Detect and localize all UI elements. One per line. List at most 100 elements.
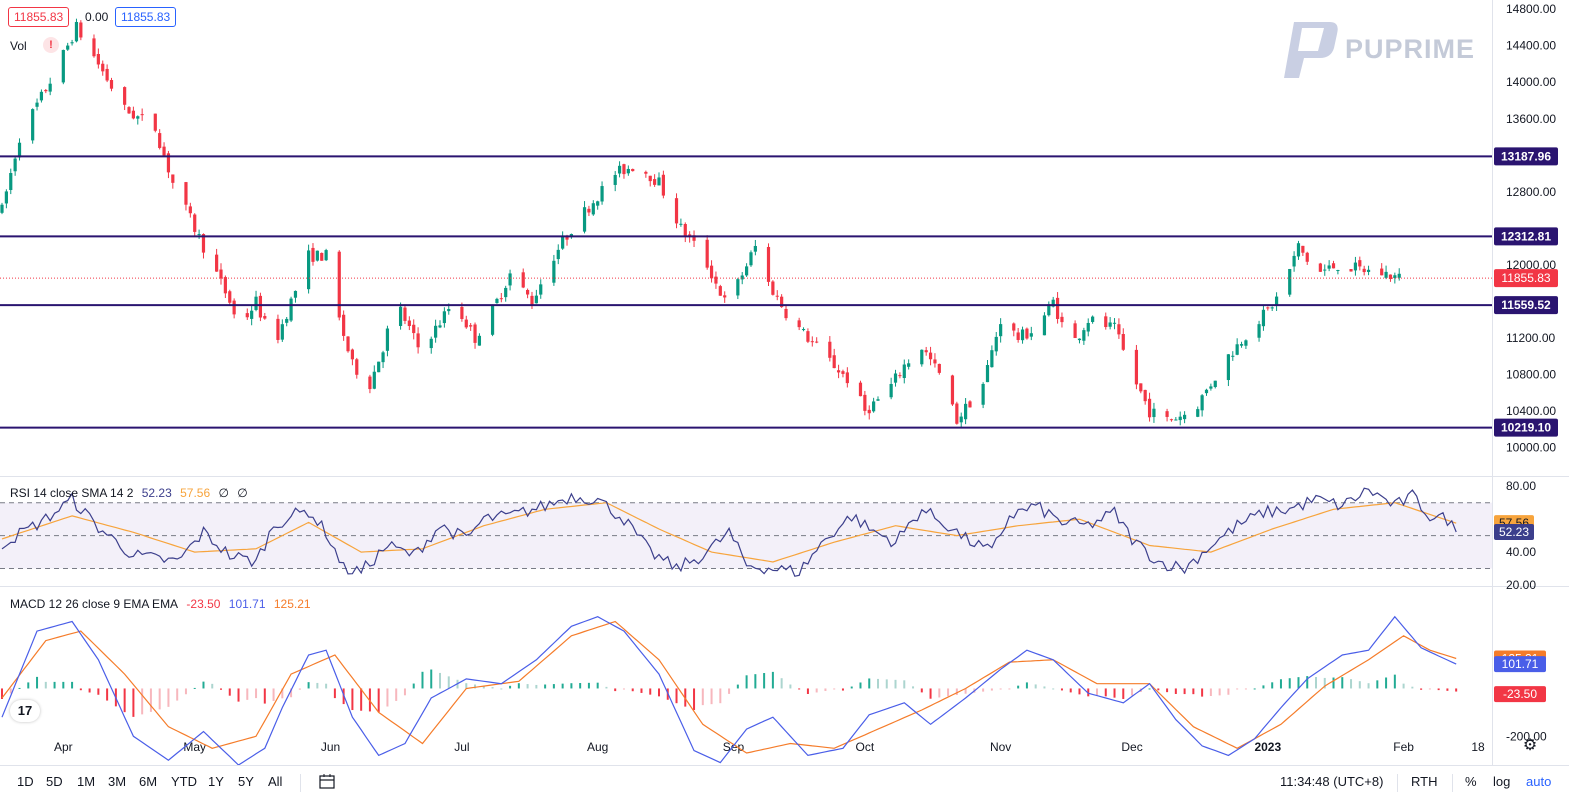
candle-body [683, 224, 687, 237]
candle-body [61, 49, 65, 83]
candle-body [1165, 411, 1169, 417]
candle-body [902, 364, 906, 379]
chart-canvas[interactable]: 14800.00 14400.00 14000.00 13600.00 12800.00… [0, 0, 1569, 765]
macd-histogram-bar [1096, 688, 1098, 696]
candle-body [372, 371, 376, 389]
price-axis-tick-label: 11200.00 [1506, 331, 1555, 345]
horizontal-level-tag [1494, 418, 1558, 437]
candle-body [1323, 269, 1327, 271]
candle-body [893, 373, 898, 383]
auto-scale-toggle[interactable]: auto [1526, 774, 1552, 789]
macd-histogram-bar [526, 684, 529, 689]
macd-histogram-bar [1069, 688, 1072, 693]
rth-toggle[interactable]: RTH [1411, 774, 1438, 789]
price-axis-tick-label: 12000.00 [1506, 258, 1556, 272]
macd-histogram-bar [1, 688, 3, 699]
timeframe-ytd[interactable]: YTD [171, 774, 197, 789]
percent-scale-toggle[interactable]: % [1465, 774, 1477, 789]
warning-icon[interactable]: ! [43, 37, 59, 53]
clock-display[interactable]: 11:34:48 (UTC+8) [1280, 774, 1384, 789]
candle-body [766, 246, 771, 282]
candle-body [968, 401, 972, 408]
macd-histogram-bar [710, 688, 713, 705]
candle-body [1091, 316, 1095, 322]
time-axis-label: Apr [54, 740, 73, 754]
candle-body [188, 206, 192, 214]
macd-histogram-bar [736, 684, 739, 689]
candle-body [1051, 299, 1055, 307]
candle-body [889, 383, 893, 398]
candle-body [35, 102, 39, 107]
macd-histogram-bar [833, 688, 836, 690]
macd-histogram-bar [1025, 682, 1028, 689]
macd-histogram-bar [999, 688, 1002, 690]
timeframe-all[interactable]: All [268, 774, 283, 789]
macd-histogram-bar [1201, 688, 1204, 697]
candle-body [320, 252, 324, 261]
candle-body [631, 168, 635, 172]
candle-body [1362, 268, 1366, 273]
candle-body [447, 309, 451, 312]
candle-body [416, 333, 420, 348]
candle-body [1134, 349, 1139, 385]
candle-body [438, 325, 442, 328]
timeframe-6m[interactable]: 6M [139, 774, 158, 789]
macd-histogram-bar [412, 683, 415, 689]
log-scale-toggle[interactable]: log [1493, 774, 1511, 789]
rsi-line [1, 487, 1457, 577]
macd-histogram-bar [290, 688, 293, 698]
candle-body [1029, 333, 1033, 337]
macd-histogram-bar [859, 682, 862, 689]
candle-body [674, 198, 679, 224]
macd-histogram-bar [1183, 688, 1186, 695]
macd-histogram-bar [745, 675, 748, 689]
candle-body [709, 265, 714, 279]
candle-body [836, 370, 841, 373]
macd-histogram-bar [62, 681, 65, 689]
timeframe-1m[interactable]: 1M [77, 774, 96, 789]
calendar-range-icon[interactable] [318, 773, 336, 794]
macd-histogram-bar [929, 688, 932, 699]
time-axis-label: Sep [723, 740, 745, 754]
rsi-legend-extra2: ∅ [237, 486, 248, 500]
candle-body [1117, 324, 1121, 335]
macd-histogram-bar [255, 688, 258, 699]
timeframe-1y[interactable]: 1Y [208, 774, 224, 789]
candle-body [1077, 338, 1082, 341]
macd-histogram-bar [771, 671, 774, 689]
macd-histogram-bar [1078, 688, 1081, 695]
rsi-legend[interactable]: RSI 14 close SMA 14 2 52.23 57.56 ∅ ∅ [10, 486, 253, 500]
candle-body [1358, 260, 1362, 267]
macd-legend[interactable]: MACD 12 26 close 9 EMA EMA -23.50 101.71… [10, 597, 316, 611]
candle-body [508, 273, 512, 286]
macd-histogram-bar [990, 688, 993, 691]
macd-histogram-bar [806, 688, 809, 694]
horizontal-level-tag [1494, 147, 1558, 166]
macd-histogram-bar [377, 688, 380, 713]
candle-body [1296, 243, 1301, 257]
volume-legend-label[interactable]: Vol [10, 39, 27, 53]
gear-icon[interactable]: ⚙ [1522, 737, 1538, 754]
candle-body [377, 361, 381, 373]
timeframe-5d[interactable]: 5D [46, 774, 63, 789]
candle-body [346, 336, 350, 352]
macd-histogram-bar [903, 680, 906, 689]
timeframe-3m[interactable]: 3M [108, 774, 127, 789]
macd-histogram-bar [1428, 688, 1431, 690]
timeframe-1d[interactable]: 1D [17, 774, 34, 789]
candle-body [964, 403, 968, 420]
macd-histogram-bar [272, 688, 275, 701]
candle-body [679, 223, 683, 225]
timeframe-5y[interactable]: 5Y [238, 774, 254, 789]
candle-body [898, 375, 902, 377]
candle-body [245, 313, 249, 318]
tradingview-logo-icon[interactable]: 17 [10, 700, 40, 722]
macd-histogram-bar [631, 688, 634, 692]
ohlc-open-chip: 11855.83 [8, 7, 70, 27]
time-axis-label: Feb [1393, 740, 1414, 754]
macd-histogram-bar [447, 676, 450, 689]
candle-body [587, 208, 591, 213]
price-axis-tick-label: 14400.00 [1506, 39, 1556, 53]
price-axis-tick-label: 10000.00 [1506, 441, 1556, 455]
